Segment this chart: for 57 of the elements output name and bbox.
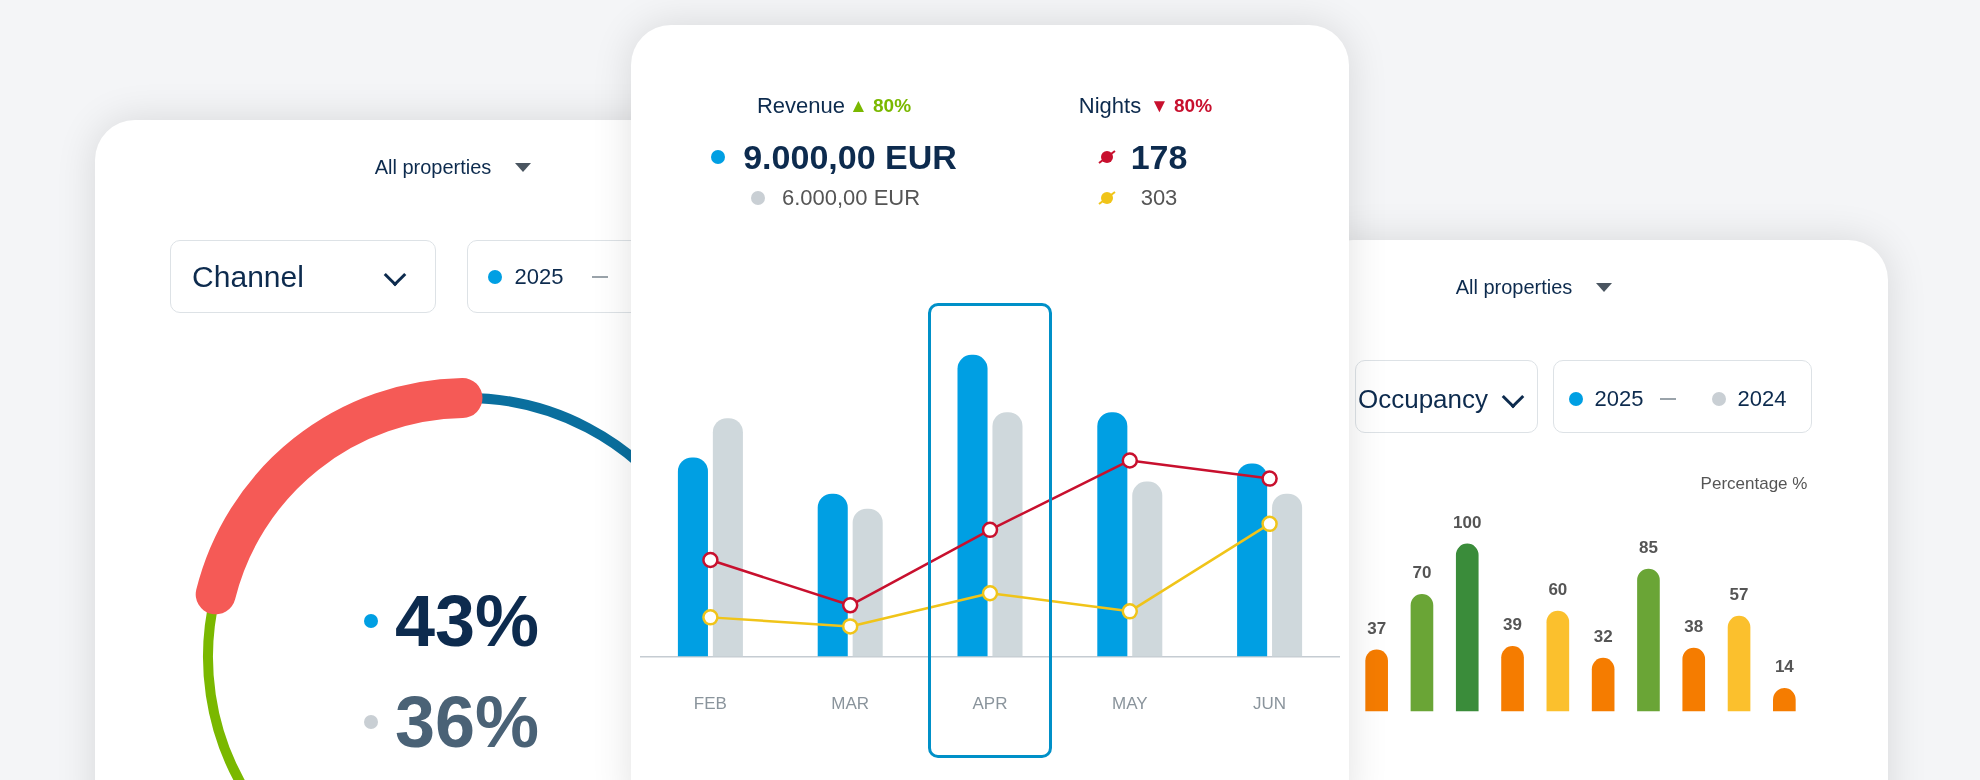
point	[1261, 515, 1278, 533]
bar	[1501, 646, 1524, 712]
x-tick-label: JUN	[1253, 694, 1287, 714]
data-label: 70	[1412, 563, 1432, 583]
bar	[1637, 568, 1660, 712]
x-tick-label: MAR	[831, 694, 870, 714]
data-label: 39	[1503, 615, 1523, 635]
point	[1121, 603, 1139, 620]
point	[702, 609, 719, 626]
point	[1261, 470, 1278, 487]
bar	[1727, 615, 1751, 712]
point	[841, 597, 859, 614]
bar	[1410, 594, 1434, 712]
data-label: 38	[1684, 616, 1704, 636]
y-axis-title: Percentage %	[1700, 474, 1808, 494]
bar	[1097, 412, 1128, 657]
bar	[1455, 543, 1479, 712]
text: 2024	[1737, 386, 1787, 412]
bar	[1591, 657, 1615, 712]
bar	[1237, 463, 1268, 657]
text: Nights	[1078, 93, 1142, 119]
text: 2025	[514, 264, 564, 290]
point	[702, 551, 719, 569]
text: All properties	[1455, 275, 1573, 299]
data-label: 37	[1367, 618, 1387, 638]
text: ▼ 80%	[1149, 95, 1213, 117]
text: 2025	[1594, 386, 1644, 412]
bar	[1682, 647, 1706, 712]
text: All properties	[374, 155, 492, 179]
x-tick-label: FEB	[693, 694, 727, 714]
text: Revenue	[756, 93, 846, 119]
data-label: 32	[1593, 627, 1613, 647]
point	[981, 521, 999, 539]
text: 9.000,00 EUR	[743, 137, 957, 177]
text: Channel	[192, 260, 304, 294]
data-label: 85	[1638, 537, 1658, 557]
bar	[1546, 610, 1570, 712]
x-tick-label: APR	[972, 694, 1008, 714]
data-label: 57	[1729, 585, 1749, 605]
text: 43%	[394, 580, 540, 662]
text: 303	[1140, 185, 1178, 211]
text: 178	[1130, 137, 1188, 177]
data-label: 100	[1453, 512, 1482, 532]
point	[1121, 452, 1139, 469]
text: Occupancy	[1357, 383, 1489, 415]
bar	[677, 457, 708, 657]
text: 6.000,00 EUR	[781, 185, 921, 211]
data-label: 14	[1774, 657, 1795, 677]
bar	[817, 493, 848, 657]
text: 36%	[394, 681, 540, 763]
text: ▲ 80%	[848, 95, 912, 117]
bar	[1365, 649, 1388, 712]
x-tick-label: MAY	[1112, 694, 1148, 714]
point	[981, 584, 999, 602]
point	[841, 618, 859, 635]
bar	[957, 354, 988, 657]
data-label: 60	[1548, 579, 1568, 599]
